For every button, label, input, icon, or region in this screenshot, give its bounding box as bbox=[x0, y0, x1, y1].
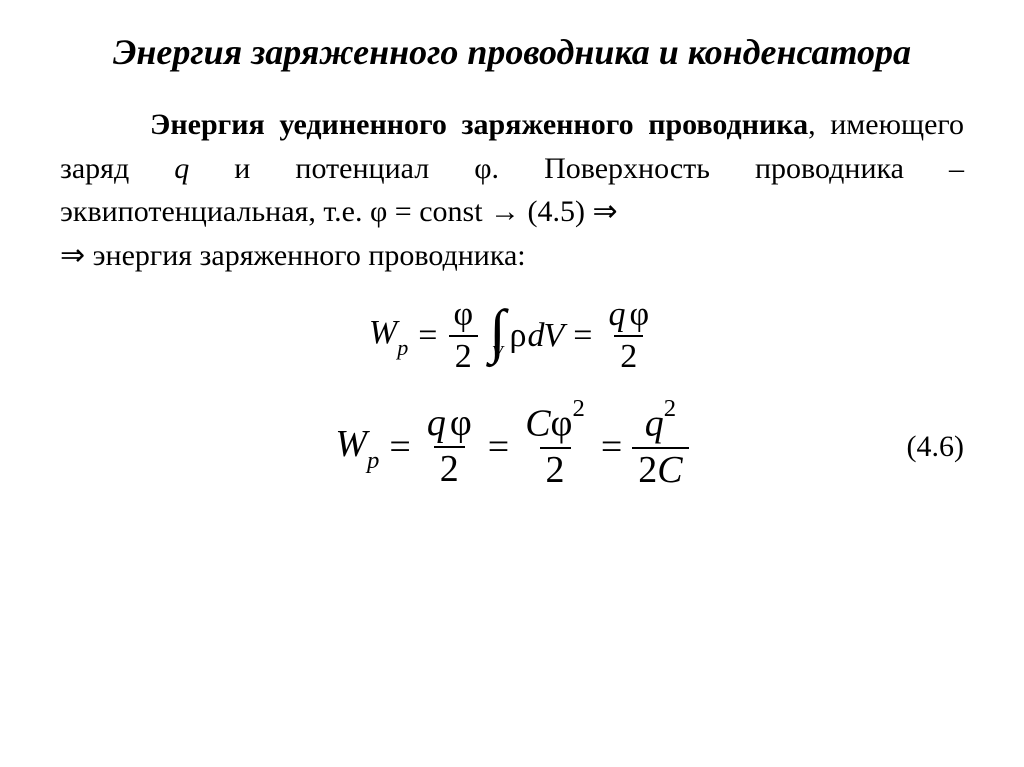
dv: dV bbox=[528, 317, 564, 354]
equals-1: = bbox=[418, 317, 437, 355]
W: W bbox=[369, 314, 397, 351]
phi-a: φ bbox=[450, 402, 472, 444]
phi-b: φ bbox=[551, 403, 573, 445]
q: q bbox=[608, 296, 625, 333]
wp-symbol: Wp bbox=[369, 314, 408, 357]
integral-group: ∫ V ρdV bbox=[489, 313, 563, 358]
num-c: q2 bbox=[639, 402, 682, 447]
sq-c: 2 bbox=[664, 395, 676, 422]
q2a: q bbox=[427, 402, 446, 444]
two-c: 2 bbox=[638, 449, 657, 491]
equations-area: Wp = φ 2 ∫ V ρdV = qφ 2 Wp = bbox=[60, 297, 964, 491]
frac-phi-2: φ 2 bbox=[447, 297, 479, 374]
C-b: C bbox=[525, 403, 550, 445]
integrand: ρdV bbox=[510, 317, 564, 355]
p-sub: p bbox=[397, 335, 408, 360]
var-q: q bbox=[174, 152, 189, 185]
two-den: 2 bbox=[449, 335, 478, 375]
equals-c: = bbox=[601, 425, 622, 469]
q-c: q bbox=[645, 403, 664, 445]
sq-b: 2 bbox=[572, 395, 584, 422]
page-title: Энергия заряженного проводника и конденс… bbox=[60, 30, 964, 75]
num-b: Cφ2 bbox=[519, 402, 591, 447]
lead-phrase: Энергия уединенного заряженного проводни… bbox=[150, 108, 808, 141]
equation-2: Wp = qφ 2 = Cφ2 2 = q2 2C bbox=[335, 402, 688, 490]
integral-limit: V bbox=[492, 347, 503, 358]
integral-sym: ∫ V bbox=[489, 313, 505, 358]
den-a: 2 bbox=[434, 446, 465, 490]
equation-1: Wp = φ 2 ∫ V ρdV = qφ 2 bbox=[369, 297, 655, 374]
qphi-num: qφ bbox=[602, 297, 655, 335]
frac-b: Cφ2 2 bbox=[519, 402, 591, 490]
body-paragraph: Энергия уединенного заряженного проводни… bbox=[60, 103, 964, 277]
equation-2-row: Wp = qφ 2 = Cφ2 2 = q2 2C (4.6) bbox=[60, 402, 964, 490]
equation-number: (4.6) bbox=[907, 430, 964, 464]
phi2: φ bbox=[629, 296, 649, 333]
rho: ρ bbox=[510, 317, 526, 354]
p-sub-2: p bbox=[367, 447, 379, 474]
W2: W bbox=[335, 423, 367, 465]
txt3: ⇒ энергия заряженного проводника: bbox=[60, 239, 526, 272]
two-den-2: 2 bbox=[614, 335, 643, 375]
frac-a: qφ 2 bbox=[421, 404, 478, 490]
txt2: и потенциал φ. Поверхность проводника – … bbox=[60, 152, 964, 229]
wp-symbol-2: Wp bbox=[335, 422, 379, 472]
den-c: 2C bbox=[632, 447, 688, 491]
frac-c: q2 2C bbox=[632, 402, 688, 490]
equation-1-row: Wp = φ 2 ∫ V ρdV = qφ 2 bbox=[60, 297, 964, 374]
frac-qphi-2: qφ 2 bbox=[602, 297, 655, 374]
den-b: 2 bbox=[540, 447, 571, 491]
equals-b: = bbox=[488, 425, 509, 469]
num-a: qφ bbox=[421, 404, 478, 446]
phi-num: φ bbox=[447, 297, 479, 335]
equals-a: = bbox=[389, 425, 410, 469]
equals-2: = bbox=[573, 317, 592, 355]
C-c: C bbox=[657, 449, 682, 491]
